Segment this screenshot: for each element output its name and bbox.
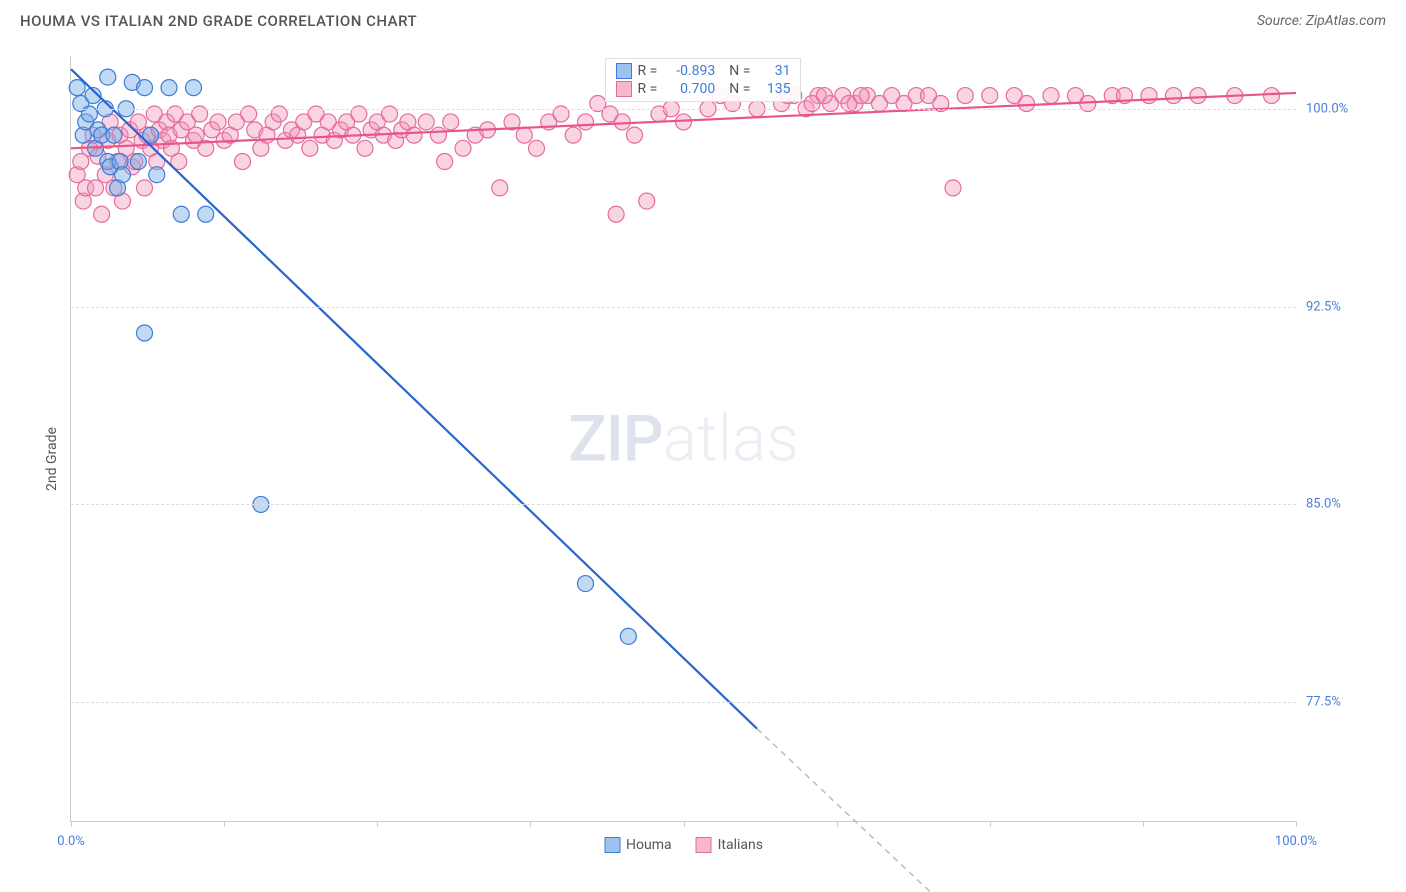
italians-point: [492, 180, 508, 196]
houma-point: [137, 325, 153, 341]
italians-point: [137, 180, 153, 196]
houma-trendline: [71, 69, 757, 728]
italians-point: [608, 206, 624, 222]
gridline: [71, 307, 1296, 308]
stats-swatch: [616, 81, 632, 97]
legend-swatch: [604, 837, 620, 853]
x-tick-label: 100.0%: [1275, 834, 1317, 849]
stats-box: R = -0.893 N = 31 R = 0.700 N = 135: [605, 58, 802, 102]
chart-title: HOUMA VS ITALIAN 2ND GRADE CORRELATION C…: [20, 12, 417, 30]
italians-point: [614, 114, 630, 130]
legend-label: Italians: [718, 837, 763, 853]
stats-r-value: 0.700: [663, 81, 715, 97]
italians-point: [235, 154, 251, 170]
houma-point: [149, 167, 165, 183]
x-tick: [1296, 821, 1297, 827]
plot-svg: [71, 56, 1296, 821]
y-tick-label: 85.0%: [1306, 497, 1376, 512]
italians-point: [443, 114, 459, 130]
legend-swatch: [696, 837, 712, 853]
x-tick-label: 0.0%: [57, 834, 85, 849]
stats-r-value: -0.893: [663, 63, 715, 79]
y-tick-label: 77.5%: [1306, 695, 1376, 710]
houma-point: [173, 206, 189, 222]
legend-label: Houma: [626, 837, 672, 853]
houma-trendline-extrapolated: [757, 729, 953, 892]
houma-point: [186, 80, 202, 96]
italians-point: [455, 140, 471, 156]
houma-point: [114, 167, 130, 183]
x-tick: [837, 821, 838, 827]
italians-point: [529, 140, 545, 156]
italians-point: [957, 88, 973, 104]
gridline: [71, 702, 1296, 703]
italians-point: [1043, 88, 1059, 104]
houma-point: [620, 628, 636, 644]
x-tick: [71, 821, 72, 827]
x-tick: [377, 821, 378, 827]
stats-r-label: R =: [638, 81, 658, 97]
italians-point: [853, 88, 869, 104]
legend-item[interactable]: Houma: [604, 837, 672, 853]
stats-swatch: [616, 63, 632, 79]
italians-point: [210, 114, 226, 130]
houma-point: [578, 576, 594, 592]
italians-point: [88, 180, 104, 196]
italians-point: [1190, 88, 1206, 104]
stats-n-value: 135: [756, 81, 790, 97]
italians-point: [639, 193, 655, 209]
italians-point: [302, 140, 318, 156]
plot-area: ZIPatlas R =-0.893N =31R =0.700N =135 Ho…: [70, 56, 1296, 822]
italians-point: [1166, 88, 1182, 104]
italians-point: [578, 114, 594, 130]
italians-point: [94, 206, 110, 222]
italians-point: [565, 127, 581, 143]
italians-point: [982, 88, 998, 104]
italians-point: [357, 140, 373, 156]
legend: Houma Italians: [604, 837, 763, 853]
italians-point: [437, 154, 453, 170]
houma-point: [198, 206, 214, 222]
houma-point: [106, 127, 122, 143]
stats-n-value: 31: [756, 63, 790, 79]
x-tick: [530, 821, 531, 827]
x-tick: [1143, 821, 1144, 827]
y-axis-label: 2nd Grade: [44, 427, 60, 491]
y-tick-label: 100.0%: [1306, 101, 1376, 116]
gridline: [71, 109, 1296, 110]
italians-point: [1264, 88, 1280, 104]
legend-item[interactable]: Italians: [696, 837, 763, 853]
source-label: Source: ZipAtlas.com: [1257, 13, 1386, 29]
italians-point: [406, 127, 422, 143]
italians-point: [516, 127, 532, 143]
italians-point: [188, 127, 204, 143]
stats-n-label: N =: [729, 63, 750, 79]
chart-container: 2nd Grade ZIPatlas R =-0.893N =31R =0.70…: [20, 46, 1386, 872]
italians-point: [945, 180, 961, 196]
houma-point: [137, 80, 153, 96]
x-tick: [684, 821, 685, 827]
houma-point: [161, 80, 177, 96]
italians-point: [418, 114, 434, 130]
gridline: [71, 504, 1296, 505]
italians-point: [1141, 88, 1157, 104]
x-tick: [224, 821, 225, 827]
stats-row: R = 0.700 N = 135: [616, 81, 791, 97]
houma-point: [69, 80, 85, 96]
stats-n-label: N =: [729, 81, 750, 97]
italians-point: [816, 88, 832, 104]
houma-point: [100, 69, 116, 85]
italians-point: [627, 127, 643, 143]
x-tick: [990, 821, 991, 827]
houma-point: [130, 154, 146, 170]
italians-point: [431, 127, 447, 143]
stats-row: R = -0.893 N = 31: [616, 63, 791, 79]
stats-r-label: R =: [638, 63, 658, 79]
y-tick-label: 92.5%: [1306, 299, 1376, 314]
